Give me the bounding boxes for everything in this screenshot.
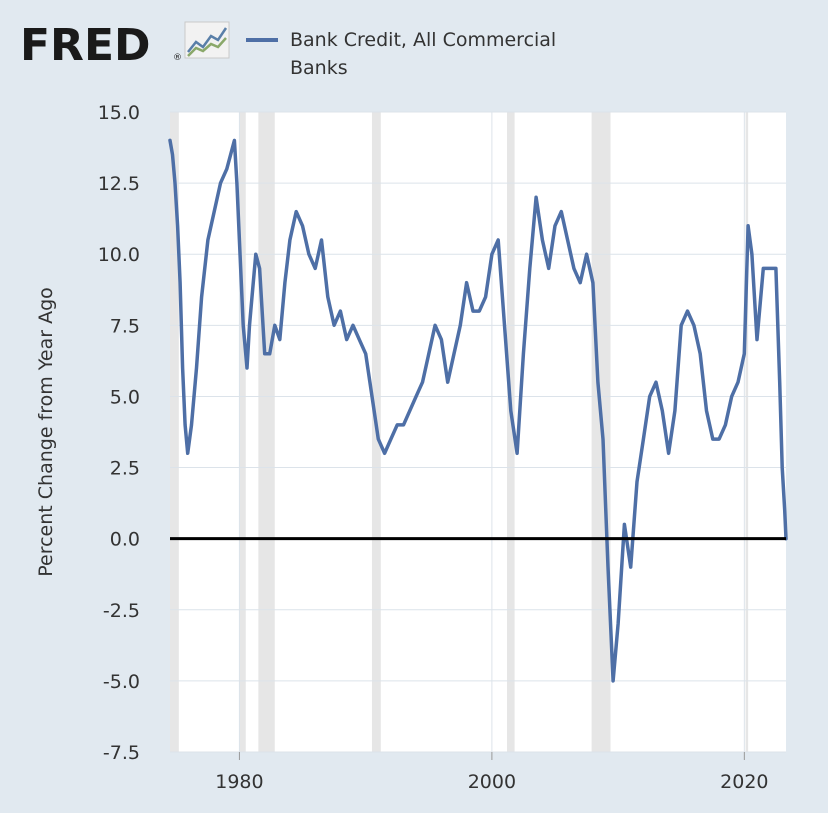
recession-bar bbox=[239, 112, 246, 752]
y-tick-label: 0.0 bbox=[110, 529, 140, 551]
x-axis-ticks: 1980 2000 2020 bbox=[215, 752, 769, 793]
y-tick-label: 15.0 bbox=[98, 102, 140, 124]
y-tick-label: -5.0 bbox=[103, 671, 140, 693]
y-tick-label: 7.5 bbox=[110, 315, 140, 337]
y-tick-label: 5.0 bbox=[110, 386, 140, 408]
legend-label-line-2: Banks bbox=[290, 57, 348, 79]
legend: Bank Credit, All Commercial Banks bbox=[246, 29, 556, 79]
registered-mark: ® bbox=[173, 53, 182, 63]
series-layer bbox=[168, 138, 788, 683]
grid bbox=[170, 111, 786, 753]
x-tick-label: 2020 bbox=[720, 771, 768, 793]
y-tick-label: -7.5 bbox=[103, 742, 140, 764]
y-tick-label: 2.5 bbox=[110, 458, 140, 480]
fred-trend-icon bbox=[184, 21, 230, 59]
recession-bar bbox=[745, 112, 749, 752]
recession-bar bbox=[170, 112, 179, 752]
legend-label-line-1: Bank Credit, All Commercial bbox=[290, 29, 556, 51]
fred-logo[interactable]: FRED ® bbox=[20, 20, 230, 71]
recession-bar bbox=[258, 112, 275, 752]
y-tick-label: -2.5 bbox=[103, 600, 140, 622]
x-tick-label: 2000 bbox=[468, 771, 516, 793]
y-axis-ticks: 15.0 12.5 10.0 7.5 5.0 2.5 0.0 -2.5 -5.0 -7.5 bbox=[98, 102, 140, 764]
y-tick-label: 10.0 bbox=[98, 244, 140, 266]
recession-bar bbox=[507, 112, 515, 752]
series-line-bank-credit bbox=[168, 138, 788, 683]
y-axis-label: Percent Change from Year Ago bbox=[35, 287, 57, 577]
y-tick-label: 12.5 bbox=[98, 173, 140, 195]
fred-logo-text: FRED bbox=[20, 20, 151, 71]
x-tick-label: 1980 bbox=[215, 771, 263, 793]
